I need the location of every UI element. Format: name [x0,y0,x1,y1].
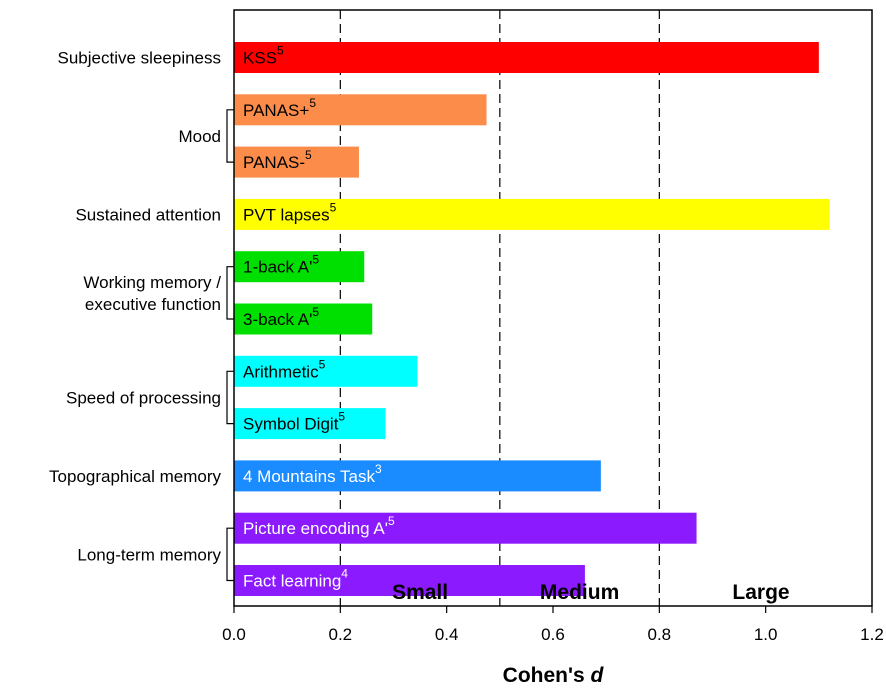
category-bracket-4 [226,370,234,425]
bar-6 [234,355,418,387]
bar-label-5: 3-back A'5 [243,305,319,329]
bar-label-7: Symbol Digit5 [243,410,345,434]
x-tick-label-1: 0.2 [329,625,353,644]
category-bracket-1 [226,109,234,163]
x-tick-label-6: 1.2 [860,625,884,644]
category-label-5: Topographical memory [49,467,221,486]
x-axis: 0.0 0.2 0.4 0.6 0.8 1.0 1.2 [222,606,884,644]
bar-7 [234,408,386,440]
bar-label-0: KSS5 [243,44,284,68]
category-label-4: Speed of processing [66,388,221,407]
bar-label-6: Arithmetic5 [243,357,326,381]
bar-10 [234,565,585,596]
bar-5 [234,303,373,335]
x-tick-label-4: 0.8 [648,625,672,644]
bar-2 [234,146,359,178]
category-bracket-3 [226,266,234,320]
bar-label-2: PANAS-5 [243,148,312,172]
bar-1 [234,94,487,126]
bars-layer: KSS5 PANAS+5 PANAS-5 PVT lapses5 1-back A'5 3… [234,42,830,596]
bar-label-8: 4 Mountains Task3 [243,462,382,486]
zone-label-medium: Medium [540,581,619,604]
bar-label-9: Picture encoding A'5 [243,514,395,538]
bar-3 [234,198,830,230]
x-axis-label: Cohen's d [503,664,605,687]
bar-9 [234,512,697,544]
x-tick-label-2: 0.4 [435,625,459,644]
bar-label-4: 1-back A'5 [243,253,319,277]
category-bracket-6 [226,527,234,582]
category-label-6: Long-term memory [77,545,221,564]
x-tick-label-0: 0.0 [222,625,246,644]
category-label-2: Sustained attention [75,205,221,224]
category-labels: Subjective sleepiness Mood Sustained atten… [49,49,234,582]
bar-0 [234,42,819,73]
x-tick-label-3: 0.6 [541,625,565,644]
category-label-3: Working memory / executive function [83,273,221,314]
bar-label-10: Fact learning4 [243,567,348,591]
category-label-0: Subjective sleepiness [58,49,221,68]
bar-4 [234,251,365,283]
bar-label-1: PANAS+5 [243,96,316,120]
category-label-1: Mood [178,127,221,146]
x-tick-label-5: 1.0 [754,625,778,644]
zone-label-large: Large [732,581,789,604]
bar-8 [234,460,601,492]
effect-size-zones: Small Medium Large [392,581,790,604]
zone-label-small: Small [392,581,448,604]
bar-label-3: PVT lapses5 [243,200,337,224]
